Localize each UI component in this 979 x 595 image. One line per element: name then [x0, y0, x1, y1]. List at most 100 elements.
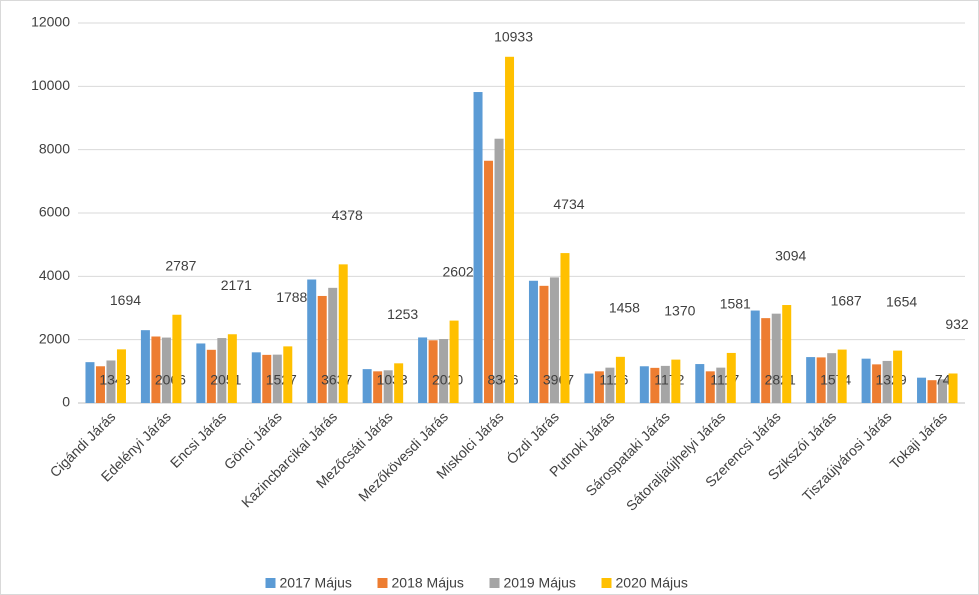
bar [660, 365, 670, 403]
bar [473, 92, 483, 404]
bar [172, 314, 182, 403]
data-label: 3637 [321, 372, 352, 388]
data-label: 1694 [110, 292, 141, 308]
bar [206, 349, 216, 403]
bar [806, 357, 816, 403]
x-tick-label: Ózdi Járás [503, 408, 562, 467]
bar [95, 366, 105, 403]
bar [605, 367, 615, 403]
data-label: 1687 [831, 292, 862, 308]
bar [494, 138, 504, 403]
data-label: 1458 [609, 300, 640, 316]
bar [217, 338, 227, 403]
bar [560, 253, 570, 403]
data-label: 1033 [377, 372, 408, 388]
bar [893, 350, 903, 403]
bar [549, 277, 559, 403]
legend-swatch [489, 578, 500, 588]
y-tick-label: 0 [62, 394, 70, 410]
bar [837, 349, 847, 403]
bar [505, 56, 515, 404]
bar [539, 285, 549, 403]
bar [106, 360, 116, 403]
bar [85, 362, 95, 403]
x-tick-label: Kazincbarcikai Járás [238, 408, 340, 510]
legend-swatch [265, 578, 276, 588]
data-label: 2602 [443, 263, 474, 279]
bar [594, 371, 604, 403]
y-tick-label: 2000 [39, 330, 70, 346]
data-label: 1329 [876, 372, 907, 388]
bar [338, 264, 348, 403]
y-tick-label: 8000 [39, 140, 70, 156]
x-tick-label: Sátoraljaújhelyi Járás [623, 408, 728, 513]
bar [394, 363, 404, 403]
bar [528, 280, 538, 403]
bar [272, 354, 282, 403]
bar [383, 370, 393, 403]
bar [317, 295, 327, 403]
bar [639, 366, 649, 403]
bar [726, 352, 736, 403]
bar [439, 339, 449, 403]
bar [262, 354, 272, 403]
data-label: 1581 [720, 296, 751, 312]
bar [771, 313, 781, 403]
legend-label: 2020 Május [616, 575, 688, 591]
bar [449, 320, 459, 403]
bar [196, 343, 206, 403]
bar [695, 364, 705, 403]
bar [362, 369, 372, 403]
data-label: 1370 [664, 302, 695, 318]
data-label: 1574 [820, 372, 851, 388]
data-label: 4378 [332, 207, 363, 223]
x-tick-label: Tokaji Járás [886, 408, 950, 472]
y-tick-label: 12000 [31, 14, 70, 30]
data-label: 2171 [221, 277, 252, 293]
bar [328, 287, 338, 403]
bar [227, 334, 237, 403]
data-label: 2051 [210, 372, 241, 388]
bar [927, 380, 937, 403]
bar [872, 364, 882, 403]
bar [827, 353, 837, 403]
data-label: 932 [945, 316, 969, 332]
bar [307, 279, 317, 403]
bar [816, 357, 826, 403]
bar [116, 349, 126, 403]
bar [584, 373, 594, 403]
data-label: 2020 [432, 372, 463, 388]
bar [716, 367, 726, 403]
data-label: 1654 [886, 293, 917, 309]
y-tick-label: 10000 [31, 77, 70, 93]
data-label: 2066 [155, 372, 186, 388]
bar [917, 377, 927, 403]
bar [671, 359, 681, 403]
bar [650, 367, 660, 403]
data-label: 10933 [494, 29, 533, 45]
bar [373, 371, 383, 403]
bar [484, 160, 494, 403]
bar [283, 346, 293, 403]
data-label: 1253 [387, 306, 418, 322]
bar [418, 337, 428, 403]
y-tick-label: 4000 [39, 267, 70, 283]
bar [761, 318, 771, 403]
legend-label: 2018 Május [392, 575, 464, 591]
bar [140, 330, 150, 403]
legend-label: 2019 Május [504, 575, 576, 591]
data-label: 4734 [553, 196, 584, 212]
bar [615, 356, 625, 403]
data-label: 1343 [99, 372, 130, 388]
legend-label: 2017 Május [280, 575, 352, 591]
data-label: 3967 [543, 372, 574, 388]
legend-swatch [377, 578, 388, 588]
bar [861, 358, 871, 403]
bar [251, 352, 261, 403]
y-tick-label: 6000 [39, 204, 70, 220]
bar [882, 360, 892, 403]
data-label: 2787 [165, 257, 196, 273]
bar [782, 305, 792, 403]
legend-swatch [601, 578, 612, 588]
data-label: 1527 [266, 372, 297, 388]
